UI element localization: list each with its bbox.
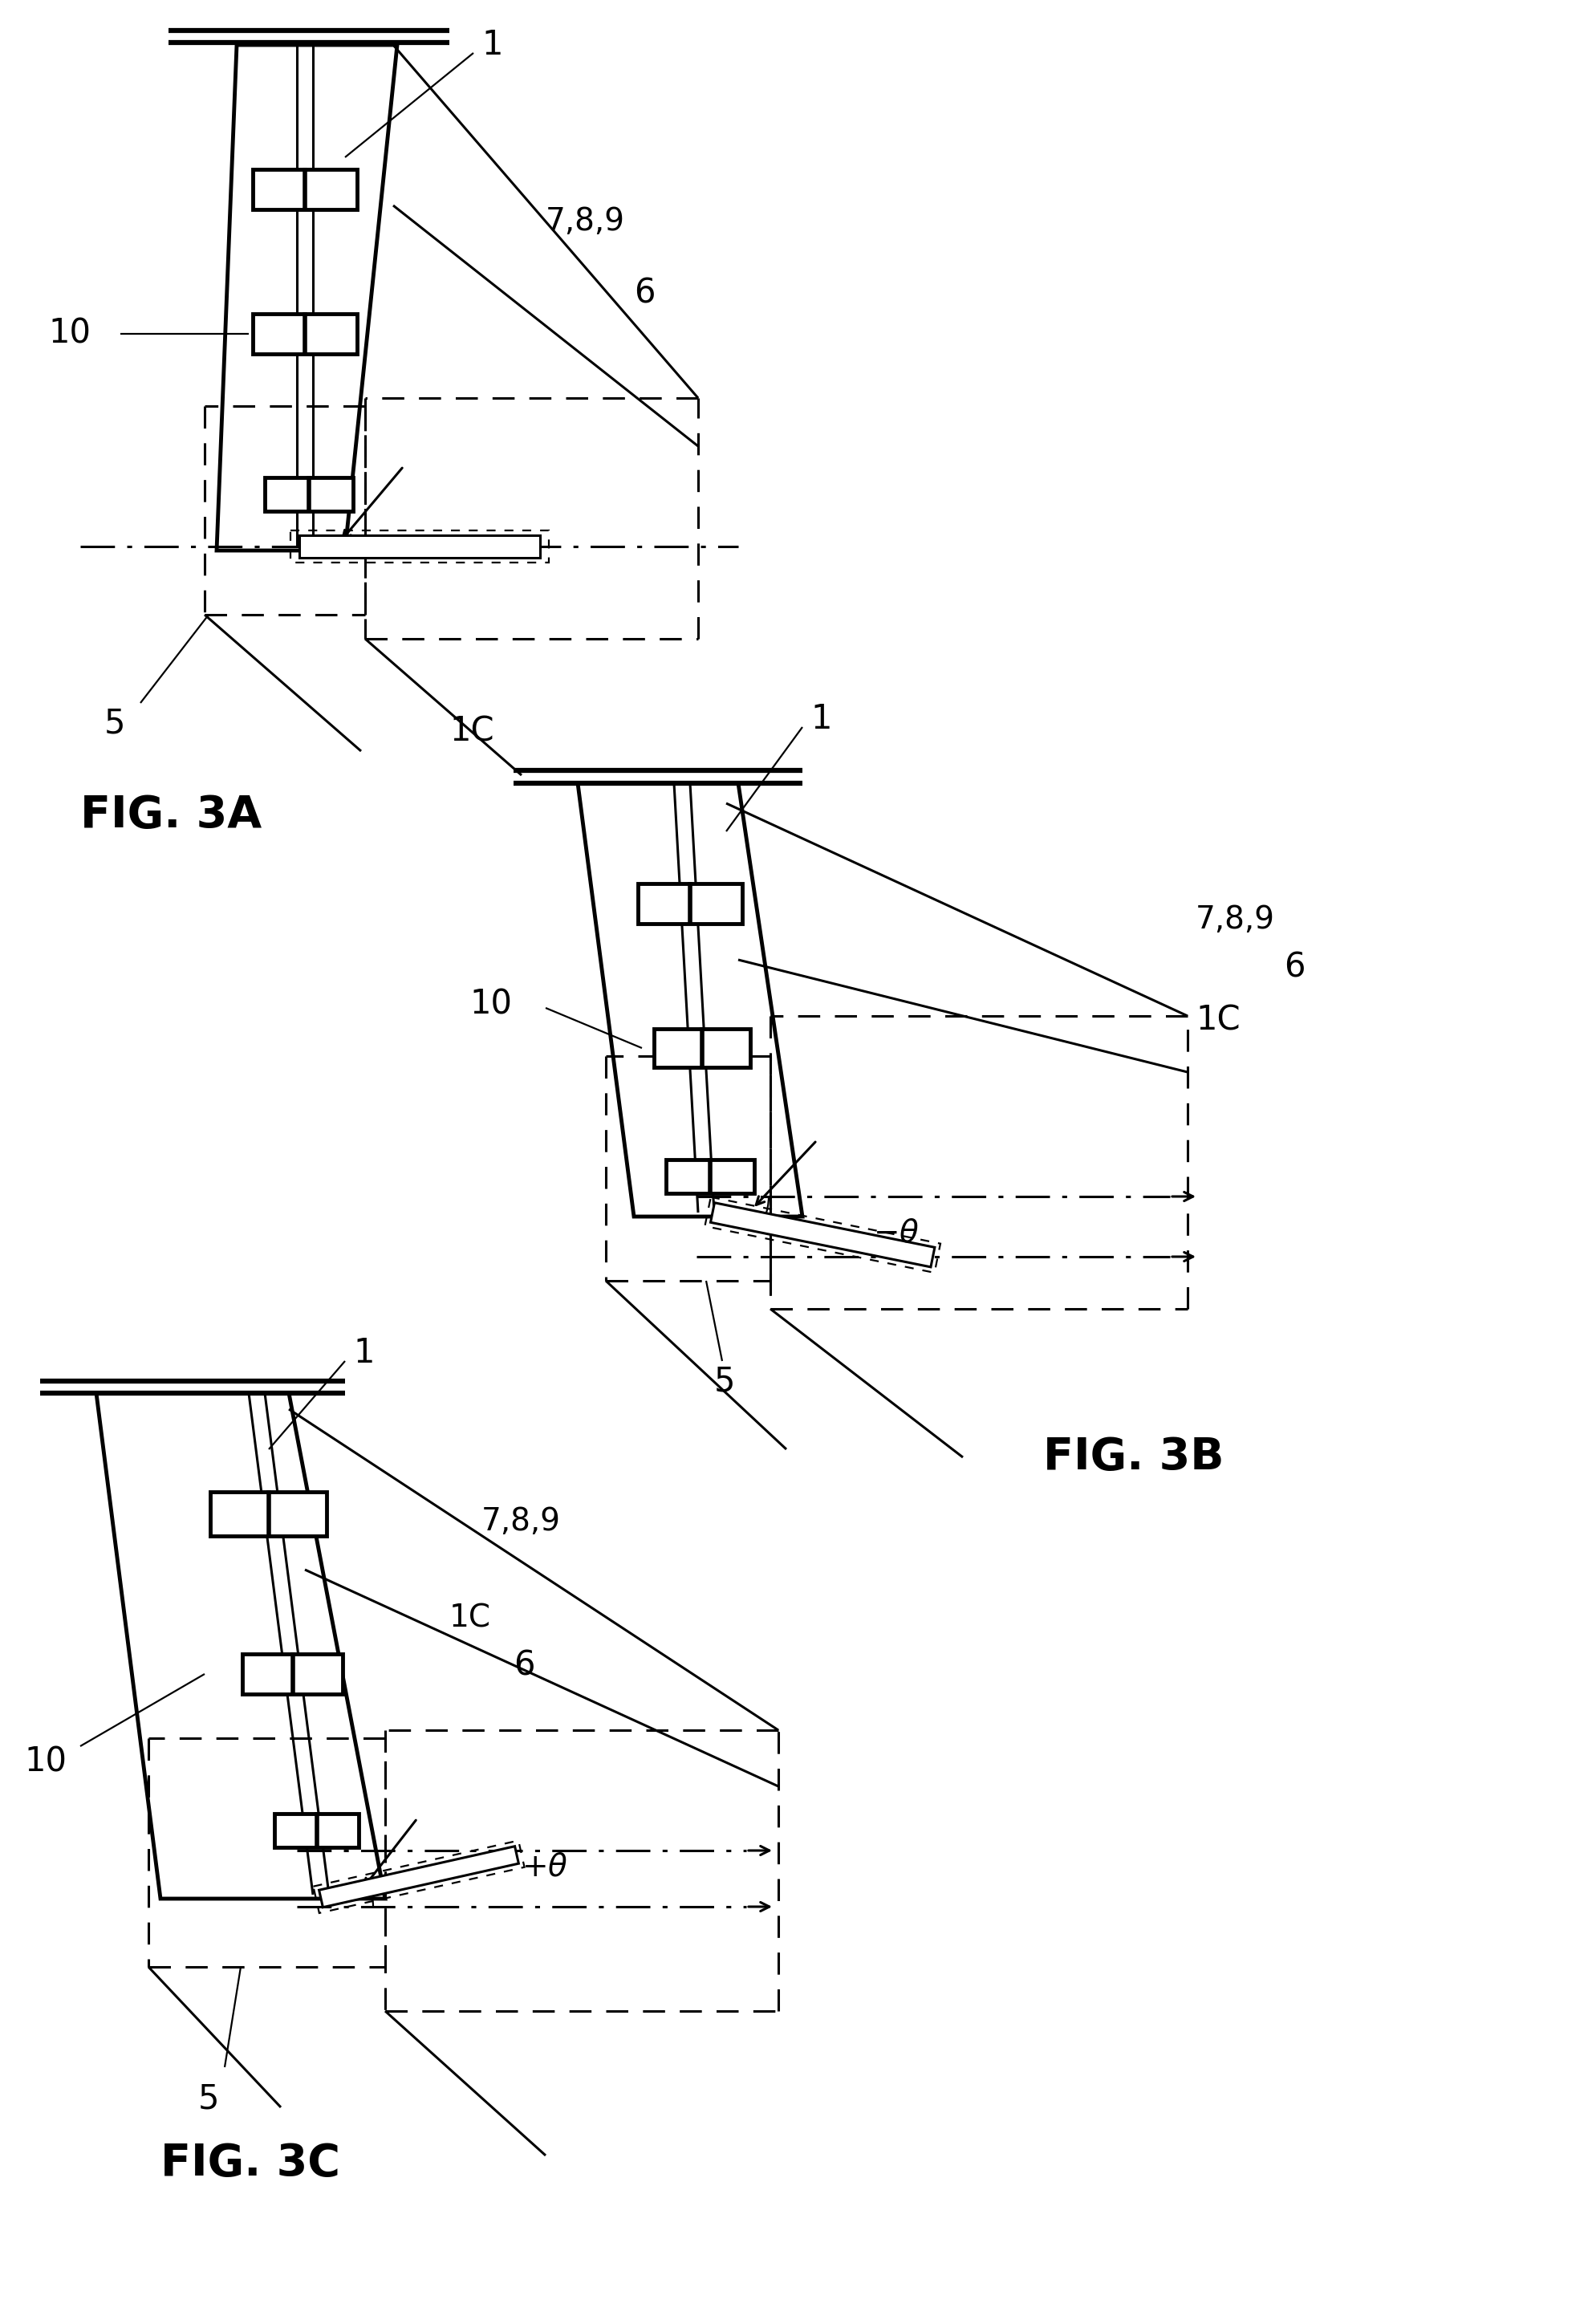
Text: 1C: 1C	[450, 713, 495, 748]
Text: 10: 10	[469, 988, 512, 1020]
Text: 1: 1	[482, 28, 503, 63]
Bar	[666, 1160, 755, 1192]
Text: 1: 1	[353, 1336, 375, 1369]
Text: 10: 10	[48, 316, 91, 351]
Text: 6: 6	[514, 1650, 535, 1683]
Text: 1C: 1C	[1195, 1004, 1240, 1037]
Bar	[654, 1030, 750, 1067]
Text: 5: 5	[104, 706, 126, 739]
Text: 10: 10	[24, 1745, 67, 1780]
Bar	[243, 1655, 343, 1694]
Bar	[252, 314, 358, 353]
Polygon shape	[319, 1845, 519, 1908]
Text: 7,8,9: 7,8,9	[482, 1506, 560, 1536]
Text: FIG. 3C: FIG. 3C	[161, 2143, 340, 2185]
Polygon shape	[300, 535, 539, 558]
Text: 5: 5	[713, 1364, 736, 1399]
Text: FIG. 3A: FIG. 3A	[80, 795, 262, 837]
Bar	[275, 1813, 359, 1848]
Text: 1: 1	[811, 702, 832, 737]
Polygon shape	[710, 1204, 935, 1267]
Text: 6: 6	[1283, 951, 1306, 985]
Text: 1C: 1C	[450, 1604, 492, 1634]
Text: $-\theta$: $-\theta$	[873, 1218, 919, 1248]
Bar	[252, 170, 358, 209]
Bar	[211, 1492, 327, 1536]
Bar	[265, 476, 353, 511]
Text: 7,8,9: 7,8,9	[546, 207, 626, 237]
Text: FIG. 3B: FIG. 3B	[1044, 1436, 1224, 1478]
Text: 6: 6	[634, 277, 656, 311]
Text: $+\theta$: $+\theta$	[522, 1852, 568, 1882]
Text: 5: 5	[198, 2082, 219, 2117]
Text: 7,8,9: 7,8,9	[1195, 904, 1275, 934]
Bar	[638, 883, 742, 923]
